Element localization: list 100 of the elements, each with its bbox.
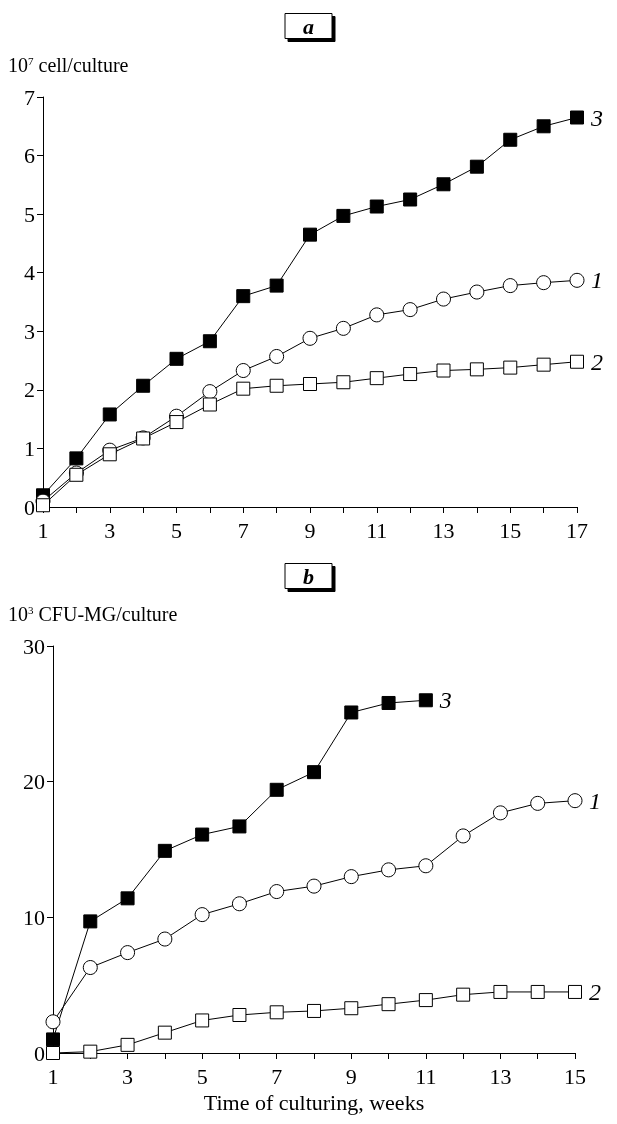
point	[232, 1008, 247, 1023]
point	[336, 208, 351, 223]
point	[269, 782, 284, 797]
point	[493, 984, 508, 999]
y-tick-label: 10	[23, 904, 45, 930]
point	[403, 367, 418, 382]
y-tick-label: 0	[34, 1040, 45, 1066]
point	[45, 1014, 61, 1030]
point	[381, 695, 396, 710]
x-tick-label: 9	[345, 1063, 357, 1089]
point	[36, 498, 50, 513]
y-tick-label: 4	[24, 260, 35, 286]
point	[369, 307, 385, 323]
point	[343, 869, 359, 885]
point	[157, 931, 173, 947]
point	[269, 378, 284, 393]
y-tick-label: 6	[24, 143, 35, 169]
x-tick-label: 15	[499, 517, 522, 543]
point	[194, 907, 210, 923]
point	[567, 793, 583, 809]
point	[381, 997, 396, 1012]
point	[469, 284, 485, 300]
point	[369, 371, 384, 386]
point	[82, 960, 98, 976]
point	[570, 354, 584, 369]
point	[456, 987, 471, 1002]
point	[202, 334, 217, 349]
x-tick-label: 3	[122, 1063, 134, 1089]
point	[120, 945, 136, 961]
point	[503, 132, 518, 147]
y-tick-label: 30	[23, 633, 45, 659]
point	[102, 407, 117, 422]
point	[492, 805, 508, 821]
chart-title: b	[303, 563, 314, 589]
point	[236, 289, 251, 304]
point	[269, 278, 284, 293]
series-label: 3	[590, 104, 603, 131]
x-tick-label: 13	[432, 517, 455, 543]
point	[157, 843, 172, 858]
point	[536, 119, 551, 134]
point	[46, 1032, 60, 1047]
x-tick-label: 17	[566, 517, 588, 543]
point	[469, 159, 484, 174]
point	[469, 362, 484, 377]
point	[46, 1046, 60, 1060]
point	[307, 765, 321, 780]
point	[235, 363, 251, 379]
y-tick-label: 3	[24, 318, 35, 344]
point	[102, 447, 117, 462]
point	[69, 451, 84, 466]
point	[236, 381, 251, 396]
point	[570, 110, 584, 125]
point	[569, 272, 585, 288]
x-tick-label: 3	[104, 517, 116, 543]
point	[303, 227, 317, 242]
point	[436, 291, 451, 307]
point	[306, 878, 322, 894]
series-label: 1	[591, 267, 603, 294]
x-tick-label: 11	[415, 1063, 437, 1089]
y-tick-label: 0	[24, 494, 35, 520]
point	[403, 192, 418, 207]
x-tick-label: 7	[271, 1063, 283, 1089]
point	[269, 1005, 284, 1020]
point	[418, 858, 434, 874]
point	[402, 302, 418, 318]
point	[202, 384, 218, 400]
point	[536, 275, 552, 291]
point	[418, 993, 433, 1008]
point	[303, 377, 317, 391]
point	[231, 896, 247, 912]
point	[269, 884, 285, 900]
x-axis-title: Time of culturing, weeks	[203, 1090, 425, 1116]
point	[195, 827, 210, 842]
point	[369, 199, 384, 214]
point	[418, 693, 433, 708]
y-tick-label: 20	[23, 769, 45, 795]
point	[436, 363, 451, 378]
point	[83, 914, 98, 929]
point	[136, 378, 151, 393]
point	[307, 1003, 321, 1018]
point	[202, 397, 217, 412]
point	[381, 862, 397, 878]
point	[136, 431, 151, 446]
x-tick-label: 7	[237, 517, 249, 543]
point	[169, 415, 184, 430]
x-tick-label: 5	[196, 1063, 208, 1089]
point	[269, 348, 285, 364]
y-tick-label: 5	[24, 201, 35, 227]
point	[344, 1001, 359, 1016]
point	[344, 705, 359, 720]
point	[169, 351, 184, 366]
series-label: 1	[589, 787, 601, 814]
point	[502, 278, 518, 294]
point	[335, 320, 351, 336]
point	[530, 984, 545, 999]
point	[503, 360, 518, 375]
series-label: 3	[438, 687, 452, 714]
x-tick-label: 11	[366, 517, 388, 543]
point	[195, 1013, 210, 1028]
point	[568, 984, 582, 999]
